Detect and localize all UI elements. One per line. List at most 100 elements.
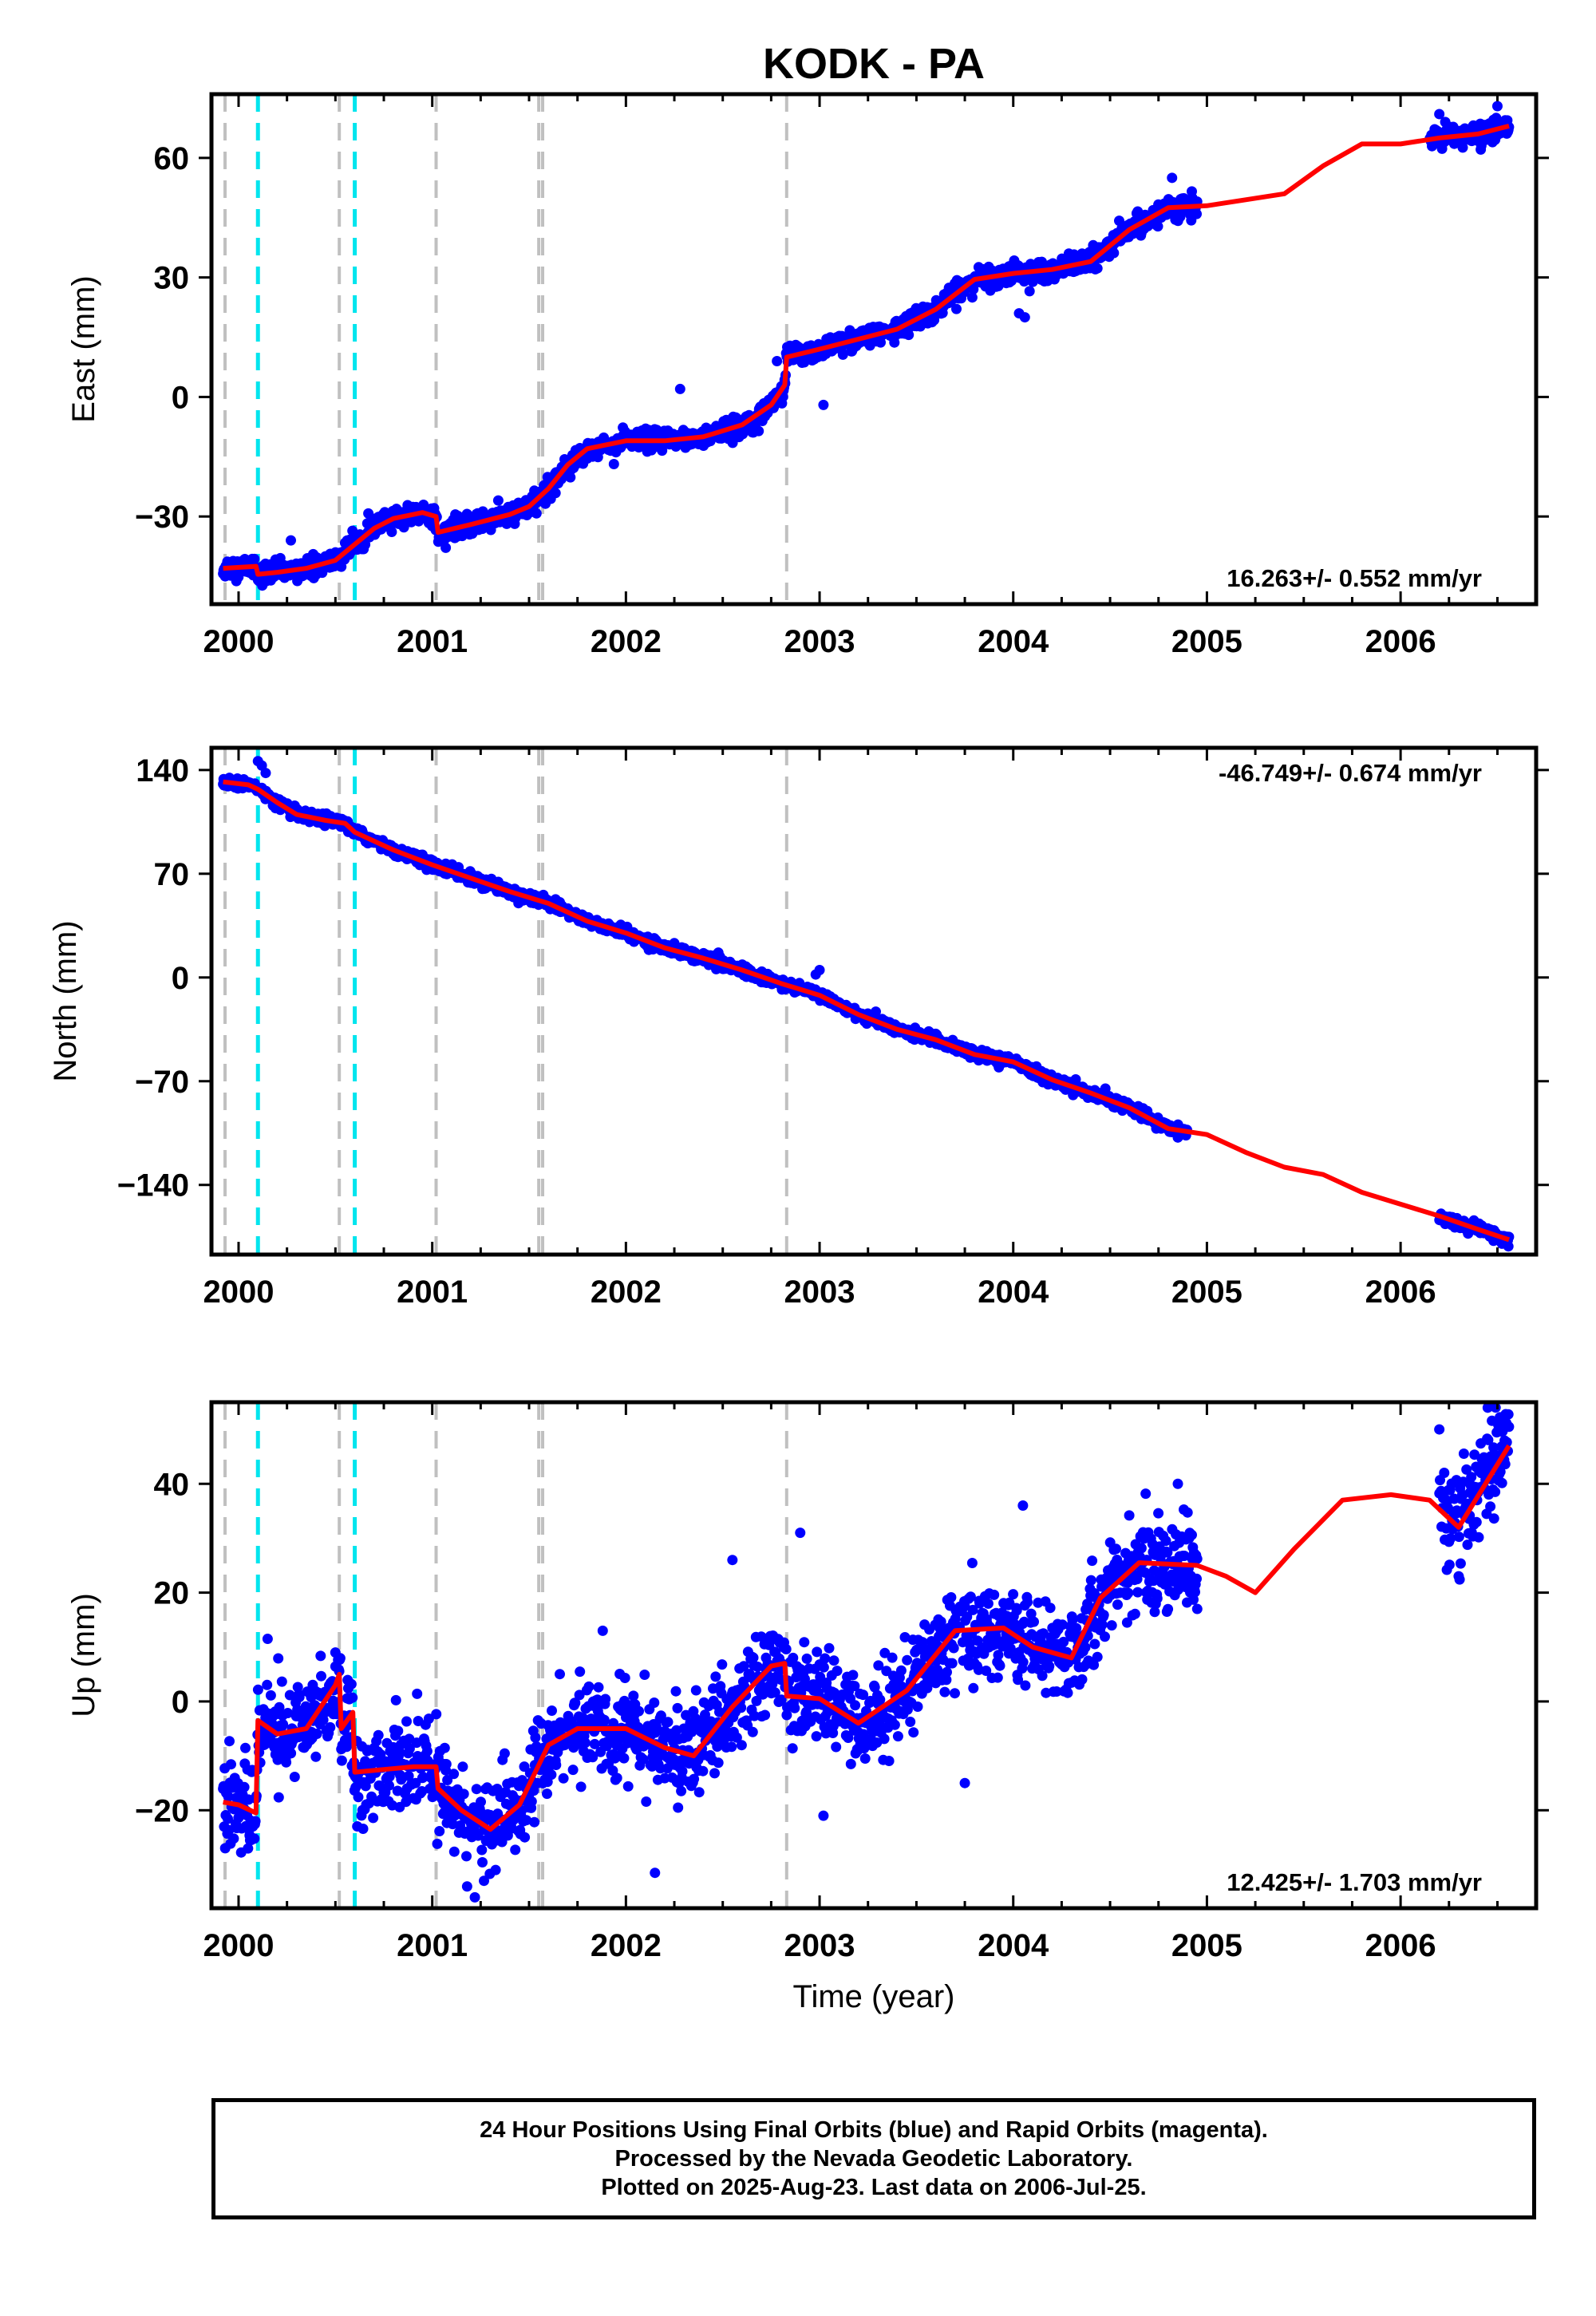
velocity-rate-label: -46.749+/- 0.674 mm/yr (1219, 759, 1482, 787)
data-point (360, 1780, 371, 1792)
data-point (455, 1820, 466, 1831)
data-point (673, 1802, 684, 1813)
velocity-rate-label: 16.263+/- 0.552 mm/yr (1227, 564, 1482, 592)
data-point (575, 1781, 587, 1792)
data-point (358, 1824, 369, 1834)
data-point (567, 1765, 579, 1776)
data-point (477, 1857, 488, 1867)
data-point (713, 1757, 724, 1769)
data-point (753, 425, 764, 437)
data-point (286, 1748, 297, 1759)
data-point (386, 527, 397, 537)
data-point (276, 1676, 287, 1687)
data-point (824, 1642, 835, 1654)
data-point (243, 1843, 254, 1854)
data-point (611, 1773, 622, 1784)
data-point (659, 1773, 670, 1784)
y-tick-label: −140 (117, 1168, 189, 1203)
data-point (670, 1686, 681, 1697)
data-point (818, 1662, 829, 1673)
data-point (1175, 211, 1186, 223)
data-point (417, 1786, 428, 1796)
data-point (832, 1666, 843, 1677)
data-point (273, 1792, 284, 1803)
data-point (951, 303, 962, 314)
data-point (531, 508, 542, 519)
data-point (717, 1659, 728, 1670)
data-point (801, 1653, 812, 1664)
data-point (249, 553, 260, 564)
y-tick-label: 140 (136, 753, 189, 788)
data-point (418, 1772, 429, 1783)
data-point (831, 1741, 842, 1753)
data-point (859, 1753, 871, 1764)
data-point (403, 1770, 414, 1781)
data-point (638, 1753, 649, 1765)
data-point (521, 1815, 532, 1826)
x-tick-label: 2006 (1365, 1275, 1436, 1310)
data-point (439, 1742, 450, 1753)
data-point (905, 1717, 916, 1727)
data-point (490, 1864, 501, 1875)
data-point (747, 1726, 758, 1737)
data-point (334, 1666, 345, 1677)
data-point (262, 1679, 273, 1690)
data-point (440, 1759, 452, 1769)
data-point (589, 1738, 600, 1749)
data-point (597, 1625, 608, 1636)
data-point (738, 1661, 749, 1672)
data-point (421, 1745, 433, 1757)
data-point (686, 1726, 697, 1737)
data-point (574, 1690, 585, 1701)
data-point (820, 1653, 831, 1664)
data-point (431, 1709, 442, 1720)
data-point (1152, 221, 1163, 232)
data-point (476, 1796, 486, 1808)
data-point-outlier (1019, 312, 1030, 323)
data-point (252, 1684, 263, 1695)
data-point (579, 1737, 591, 1749)
data-point (714, 1706, 725, 1717)
data-point (278, 1719, 289, 1730)
data-point (434, 1826, 445, 1836)
data-point (634, 1705, 644, 1717)
x-tick-label: 2004 (978, 624, 1049, 659)
plot-area-east (218, 94, 1515, 604)
data-point (542, 1788, 552, 1800)
data-point (875, 1694, 886, 1705)
data-point (226, 1759, 236, 1770)
data-point (749, 1710, 760, 1721)
data-point (228, 1833, 239, 1844)
data-point (628, 1690, 639, 1701)
chart-title: KODK - PA (763, 40, 985, 88)
data-point (547, 1705, 557, 1716)
data-point (442, 1775, 453, 1785)
data-point (845, 1758, 856, 1769)
data-point (929, 314, 940, 326)
data-point-outlier (1434, 109, 1445, 120)
data-point (869, 1682, 880, 1693)
data-point (546, 1769, 557, 1780)
data-point (710, 1671, 721, 1682)
data-point (895, 1665, 907, 1676)
data-point (565, 472, 576, 483)
y-tick-label: 70 (154, 857, 190, 892)
x-tick-label: 2001 (397, 624, 468, 659)
data-point (748, 1652, 759, 1663)
data-point (233, 571, 244, 583)
data-point (858, 1729, 869, 1740)
data-point (649, 1697, 660, 1708)
data-point (325, 1721, 336, 1733)
panel-frame (209, 92, 1539, 607)
data-point (526, 1796, 537, 1807)
data-point (282, 1708, 294, 1718)
data-point (966, 292, 978, 303)
data-point (657, 445, 668, 456)
data-point (432, 1838, 443, 1849)
data-point (843, 1733, 854, 1743)
data-point (787, 1743, 798, 1754)
data-point (273, 1653, 284, 1664)
data-point-outlier (1491, 101, 1503, 112)
data-point (239, 1781, 250, 1792)
